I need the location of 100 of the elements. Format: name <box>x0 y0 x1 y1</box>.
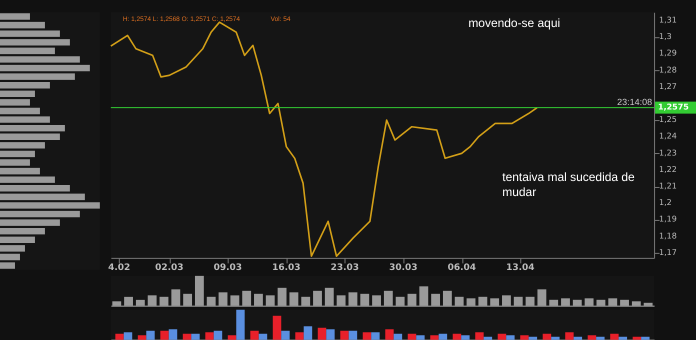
bar <box>340 330 349 340</box>
bar <box>183 294 192 306</box>
x-tick-label: 16.03 <box>272 262 301 273</box>
bar <box>561 298 570 306</box>
bar <box>112 301 122 306</box>
bar <box>258 334 268 340</box>
bar <box>528 336 538 340</box>
y-tick-label: 1,28 <box>659 65 677 74</box>
bar <box>0 202 100 209</box>
bar <box>242 290 252 306</box>
bar <box>0 228 45 234</box>
bar <box>278 288 286 306</box>
bar <box>138 335 146 340</box>
bar <box>442 290 452 306</box>
y-tick-label: 1,31 <box>659 16 677 25</box>
bar <box>438 334 448 340</box>
bar <box>596 336 605 340</box>
bar <box>466 298 476 306</box>
bar <box>588 335 596 340</box>
bar <box>506 335 515 340</box>
bar <box>0 219 60 226</box>
bar <box>537 289 546 306</box>
y-tick-label: 1,2 <box>659 198 672 208</box>
bar <box>0 13 30 20</box>
bar <box>394 334 402 340</box>
bar <box>348 292 358 306</box>
bar <box>371 332 380 340</box>
bar <box>484 336 492 340</box>
bar <box>214 330 222 340</box>
bar <box>416 335 425 340</box>
bar <box>452 334 462 340</box>
bar <box>250 330 259 340</box>
bar <box>326 329 335 340</box>
bar <box>0 124 65 132</box>
bar <box>430 335 439 340</box>
bar <box>301 296 310 306</box>
bar <box>254 294 263 306</box>
bar <box>194 276 204 306</box>
bar <box>295 332 304 340</box>
bar <box>408 294 416 306</box>
bar <box>0 22 45 28</box>
y-tick-label: 1,17 <box>659 248 677 257</box>
bar <box>266 295 275 306</box>
y-tick-label: 1,23 <box>659 148 677 158</box>
bar <box>644 302 653 306</box>
annotation: movendo-se aqui <box>468 16 560 30</box>
bar <box>124 332 132 340</box>
bar <box>549 300 558 306</box>
bar <box>236 310 245 340</box>
bar <box>348 330 358 340</box>
bar <box>620 300 629 306</box>
bar <box>0 56 80 63</box>
bar <box>318 328 326 340</box>
bar <box>191 334 200 340</box>
bar <box>0 159 30 166</box>
x-tick-label: 06.04 <box>448 262 476 273</box>
y-tick-label: 1,19 <box>659 214 677 224</box>
bar <box>632 336 642 340</box>
bar <box>384 290 393 306</box>
bar <box>502 295 511 306</box>
bar <box>478 296 488 306</box>
bar <box>0 134 60 140</box>
bar <box>146 330 155 340</box>
bar <box>584 298 594 306</box>
ref-line-label: 1,2575 <box>658 102 689 112</box>
bar <box>289 292 298 306</box>
x-tick-label: 4.02 <box>108 262 130 273</box>
bar <box>0 39 70 46</box>
bar <box>498 334 506 340</box>
bar <box>0 142 45 149</box>
bar <box>454 296 464 306</box>
bar <box>461 335 470 340</box>
bar <box>324 288 334 306</box>
bar <box>610 334 619 340</box>
bar <box>136 300 145 306</box>
y-tick-label: 1,18 <box>659 231 677 240</box>
bar <box>551 336 560 340</box>
bar <box>572 300 582 306</box>
bar <box>171 289 180 306</box>
bar <box>206 296 216 306</box>
bar <box>230 295 240 306</box>
bar <box>490 298 500 306</box>
bar <box>0 82 50 88</box>
bar <box>168 329 178 340</box>
annotation: tentaiva mal sucedida de mudar <box>502 170 636 199</box>
x-tick-label: 30.03 <box>389 262 418 273</box>
bar <box>218 292 228 306</box>
bar <box>542 334 552 340</box>
bar <box>431 294 440 306</box>
y-tick-label: 1,3 <box>659 32 672 42</box>
y-tick-label: 1,27 <box>659 82 677 91</box>
bar <box>205 332 214 340</box>
bar <box>0 236 35 244</box>
y-tick-label: 1,21 <box>659 182 677 190</box>
bar <box>396 296 405 306</box>
bar <box>0 245 25 252</box>
bar <box>160 296 168 306</box>
bar <box>0 73 75 80</box>
bar <box>124 296 133 306</box>
bar <box>336 295 346 306</box>
